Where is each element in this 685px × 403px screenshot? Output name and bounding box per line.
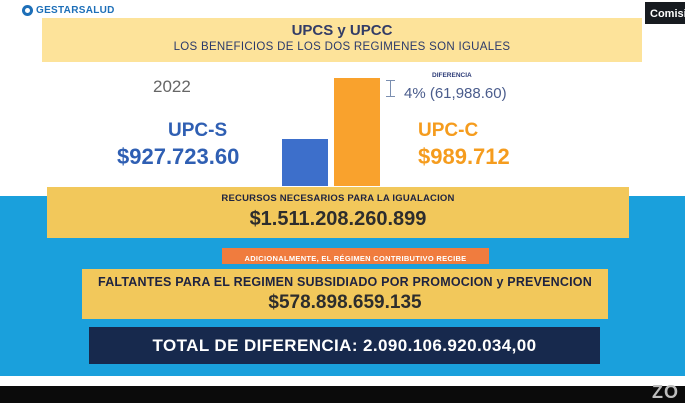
- upcs-value: $927.723.60: [117, 144, 240, 169]
- brand-name: GESTARSALUD: [36, 5, 115, 16]
- participant-name-label: Comisi: [650, 8, 685, 20]
- recursos-label: RECURSOS NECESARIOS PARA LA IGUALACION: [221, 193, 455, 204]
- gestarsalud-logo-icon: [22, 5, 33, 16]
- faltantes-value: $578.898.659.135: [268, 292, 422, 313]
- slide-subtitle: LOS BENEFICIOS DE LOS DOS REGIMENES SON …: [173, 41, 511, 53]
- watermark: ZO: [652, 382, 679, 402]
- video-bottom-bar: [0, 386, 685, 403]
- total-difference-box: TOTAL DE DIFERENCIA: 2.090.106.920.034,0…: [89, 327, 600, 364]
- upcc-label: UPC-C: [418, 120, 479, 141]
- upcs-label: UPC-S: [168, 120, 228, 141]
- adicional-banner: ADICIONALMENTE, EL RÉGIMEN CONTRIBUTIVO …: [222, 248, 489, 264]
- slide-header: UPCS y UPCC LOS BENEFICIOS DE LOS DOS RE…: [42, 18, 642, 62]
- participant-video-thumbnail[interactable]: Comisi: [645, 2, 685, 24]
- brand-logo: GESTARSALUD: [22, 5, 115, 16]
- bar-upcc: [334, 78, 380, 186]
- difference-label: DIFERENCIA: [432, 72, 472, 79]
- difference-bracket-icon: [386, 80, 396, 97]
- bar-upcs: [282, 139, 328, 186]
- recursos-value: $1.511.208.260.899: [249, 208, 427, 230]
- year-label: 2022: [153, 77, 191, 96]
- adicional-label: ADICIONALMENTE, EL RÉGIMEN CONTRIBUTIVO …: [244, 254, 467, 263]
- faltantes-label: FALTANTES PARA EL REGIMEN SUBSIDIADO POR…: [98, 275, 592, 289]
- upc-comparison-chart: [282, 76, 382, 186]
- slide-title: UPCS y UPCC: [291, 22, 393, 39]
- recursos-box: RECURSOS NECESARIOS PARA LA IGUALACION $…: [47, 187, 629, 238]
- faltantes-box: FALTANTES PARA EL REGIMEN SUBSIDIADO POR…: [82, 269, 608, 319]
- total-difference-label: TOTAL DE DIFERENCIA: 2.090.106.920.034,0…: [152, 336, 537, 355]
- upcc-value: $989.712: [418, 144, 510, 169]
- difference-value: 4% (61,988.60): [404, 85, 507, 102]
